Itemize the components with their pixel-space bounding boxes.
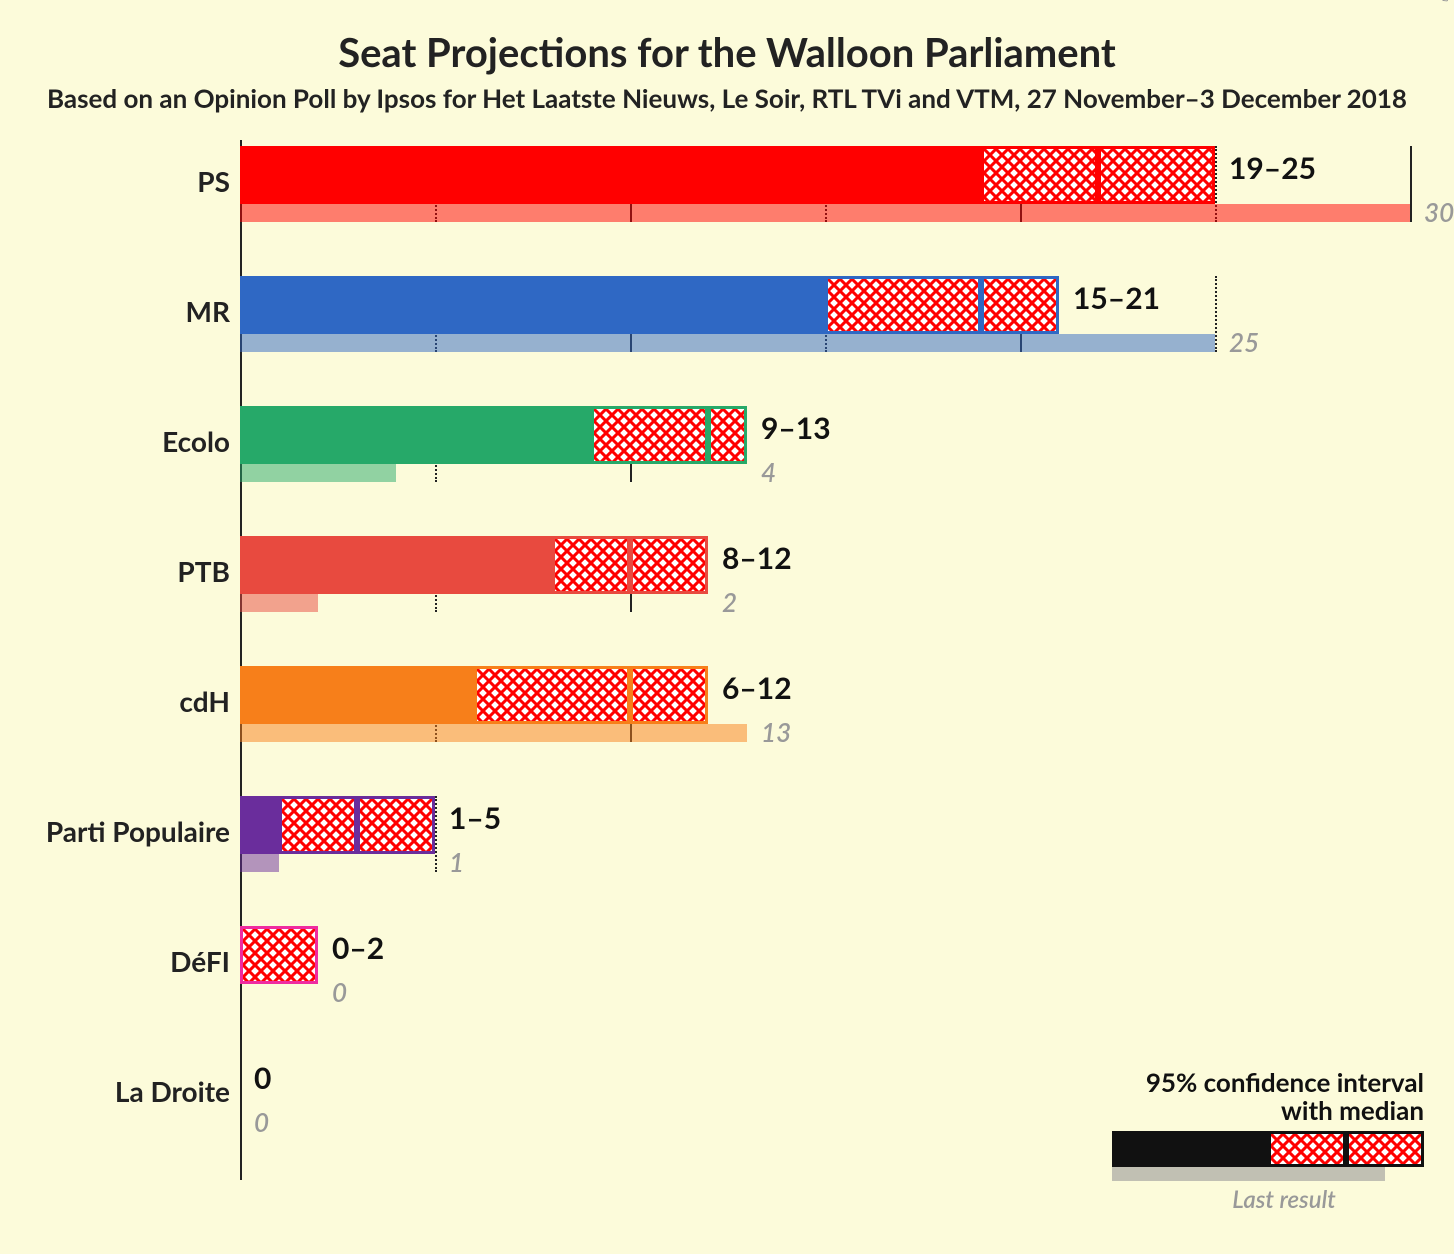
y-axis: [240, 1050, 242, 1180]
bar-crosshatch: [279, 796, 357, 854]
party-row: PS 19–25 30: [0, 140, 1454, 270]
seat-projection-chart: PS 19–25 30 MR 15–21 25 Ecolo 9–13 4 PTB 8–12 2…: [0, 140, 1454, 1180]
party-row: Parti Populaire 1–5 1: [0, 790, 1454, 920]
legend-last-bar: [1112, 1167, 1385, 1181]
bar-diagonal: [1098, 146, 1215, 204]
bar-diagonal: [981, 276, 1059, 334]
range-label: 0–2: [332, 930, 384, 966]
bar-solid: [240, 406, 591, 464]
party-label: La Droite: [115, 1074, 230, 1108]
last-result-bar: [240, 594, 318, 612]
bar-solid: [240, 796, 279, 854]
bar-crosshatch: [825, 276, 981, 334]
last-result-label: 25: [1229, 326, 1259, 358]
last-result-bar: [240, 464, 396, 482]
party-label: Parti Populaire: [46, 814, 230, 848]
last-result-bar: [240, 334, 1215, 352]
party-label: PS: [197, 164, 230, 198]
last-result-bar: [240, 724, 747, 742]
party-label: cdH: [179, 684, 230, 718]
party-row: Ecolo 9–13 4: [0, 400, 1454, 530]
legend-diag: [1346, 1131, 1424, 1167]
party-label: Ecolo: [162, 424, 230, 458]
party-row: DéFI 0–2 0: [0, 920, 1454, 1050]
bar-solid: [240, 536, 552, 594]
bar-crosshatch: [474, 666, 630, 724]
last-result-label: 30: [1424, 196, 1454, 228]
credit-text: 2018 Filip van Laenen: [1439, 0, 1452, 2]
bar-diagonal: [357, 796, 435, 854]
bar-crosshatch: [552, 536, 630, 594]
last-result-bar: [240, 854, 279, 872]
last-result-label: 0: [254, 1106, 269, 1138]
range-label: 0: [254, 1060, 271, 1096]
last-result-label: 2: [722, 586, 737, 618]
bar-crosshatch: [591, 406, 708, 464]
range-label: 9–13: [761, 410, 831, 446]
bar-solid: [240, 146, 981, 204]
grid-minor: [435, 796, 437, 872]
bar-diagonal: [630, 536, 708, 594]
range-label: 15–21: [1073, 280, 1160, 316]
legend-cross: [1268, 1131, 1346, 1167]
bar-diagonal: [708, 406, 747, 464]
last-result-label: 1: [449, 846, 464, 878]
range-label: 19–25: [1229, 150, 1316, 186]
grid-major: [1410, 146, 1412, 222]
grid-minor: [1215, 276, 1217, 352]
bar-crosshatch: [981, 146, 1098, 204]
bar-diagonal: [630, 666, 708, 724]
legend-ci-label: 95% confidence intervalwith median: [1044, 1068, 1424, 1125]
bar-solid: [240, 666, 474, 724]
range-label: 6–12: [722, 670, 792, 706]
last-result-label: 13: [761, 716, 791, 748]
legend-solid: [1112, 1131, 1268, 1167]
party-label: PTB: [177, 554, 230, 588]
bar-solid: [240, 276, 825, 334]
party-label: MR: [186, 294, 230, 328]
party-row: PTB 8–12 2: [0, 530, 1454, 660]
party-label: DéFI: [170, 944, 230, 978]
range-label: 1–5: [449, 800, 501, 836]
chart-title: Seat Projections for the Walloon Parliam…: [0, 0, 1454, 76]
legend-bars: [1112, 1131, 1424, 1191]
chart-subtitle: Based on an Opinion Poll by Ipsos for He…: [0, 76, 1454, 114]
legend: 95% confidence intervalwith median Last …: [1044, 1068, 1424, 1214]
last-result-label: 0: [332, 976, 347, 1008]
last-result-label: 4: [761, 456, 776, 488]
last-result-bar: [240, 204, 1410, 222]
party-row: cdH 6–12 13: [0, 660, 1454, 790]
range-label: 8–12: [722, 540, 792, 576]
party-row: MR 15–21 25: [0, 270, 1454, 400]
bar-diagonal: [240, 926, 318, 984]
